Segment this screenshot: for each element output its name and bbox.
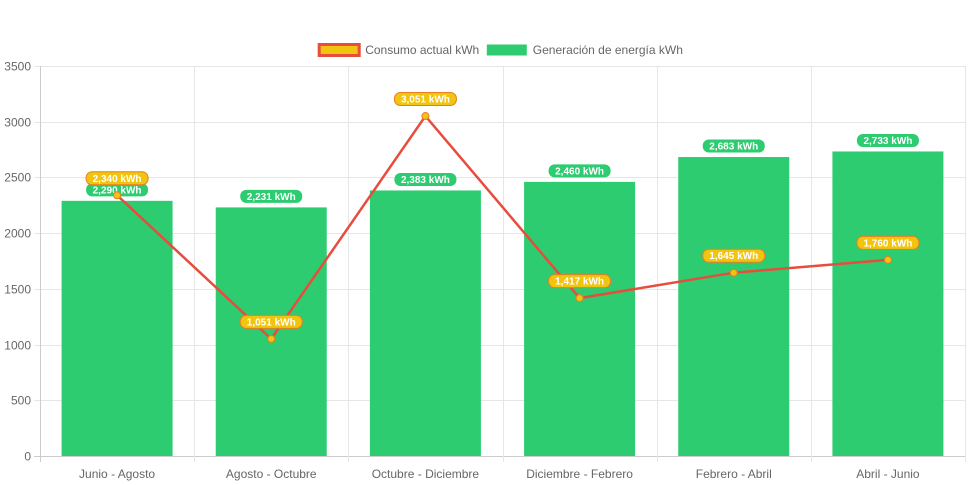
line-value-label-bg (239, 314, 303, 329)
y-tick-label: 3000 (4, 116, 31, 130)
x-tick-label: Febrero - Abril (696, 467, 772, 481)
line-value-label: 2,340 kWh (85, 171, 149, 186)
bar-value-label: 2,383 kWh (394, 172, 457, 186)
line-point (575, 294, 584, 303)
line-value-label-bg (393, 92, 457, 107)
bar-value-label-bg (240, 189, 303, 203)
bar-value-label: 2,683 kWh (702, 139, 765, 153)
line-value-label: 1,417 kWh (548, 274, 612, 289)
x-tick-label: Diciembre - Febrero (526, 467, 633, 481)
bar-value-label-bg (394, 172, 457, 186)
grid (34, 66, 966, 462)
bar-value-label-bg (702, 139, 765, 153)
bar (524, 181, 636, 456)
line-value-label-text: 2,340 kWh (93, 174, 142, 185)
generation-labels: 2,290 kWh 2,231 kWh 2,383 kWh 2,460 kWh 2,68… (86, 133, 919, 203)
line-value-label-text: 1,645 kWh (709, 251, 758, 262)
line-value-label: 1,645 kWh (702, 248, 766, 263)
x-axis: Junio - Agosto Agosto - Octubre Octubre - … (79, 467, 920, 481)
line-value-label-text: 1,417 kWh (555, 277, 604, 288)
bar-value-label-text: 2,231 kWh (247, 192, 296, 203)
line-value-label: 3,051 kWh (393, 92, 457, 107)
line-point (883, 255, 892, 264)
line-point (267, 334, 276, 343)
y-tick-label: 2000 (4, 227, 31, 241)
line-value-label: 1,051 kWh (239, 314, 303, 329)
line-point (421, 112, 430, 121)
bar-value-label-text: 2,733 kWh (863, 136, 912, 147)
bar-value-label-bg (856, 133, 919, 147)
line-value-label-bg (702, 248, 766, 263)
legend-swatch (317, 43, 361, 57)
line-point (113, 191, 122, 200)
line-value-label-bg (856, 235, 920, 250)
legend-item[interactable]: Generación de energía kWh (486, 43, 683, 57)
bar (678, 157, 790, 456)
legend-label: Consumo actual kWh (365, 43, 479, 57)
x-tick-label: Junio - Agosto (79, 467, 155, 481)
bar-value-label: 2,290 kWh (86, 183, 149, 197)
bar-value-label-text: 2,383 kWh (401, 175, 450, 186)
bar-value-label-bg (86, 183, 149, 197)
legend-label: Generación de energía kWh (533, 43, 683, 57)
line-value-label-text: 3,051 kWh (401, 95, 450, 106)
y-tick-label: 500 (11, 394, 31, 408)
bar (369, 190, 481, 457)
y-tick-label: 1500 (4, 283, 31, 297)
y-axis: 0 500 1000 1500 2000 2500 3000 3500 (4, 60, 31, 464)
bar (61, 200, 173, 456)
bar-value-label: 2,733 kWh (856, 133, 919, 147)
bar-value-label-text: 2,683 kWh (709, 142, 758, 153)
x-tick-label: Agosto - Octubre (226, 467, 317, 481)
y-tick-label: 0 (24, 450, 31, 464)
y-tick-label: 3500 (4, 60, 31, 74)
line-value-label-bg (548, 274, 612, 289)
bar-value-label-text: 2,460 kWh (555, 166, 604, 177)
x-tick-label: Octubre - Diciembre (372, 467, 480, 481)
line-value-label-bg (85, 171, 149, 186)
y-tick-label: 2500 (4, 171, 31, 185)
bar-value-label: 2,231 kWh (240, 189, 303, 203)
line-point (729, 268, 738, 277)
bar-value-label: 2,460 kWh (548, 164, 611, 178)
generation-bars (61, 151, 944, 457)
y-tick-label: 1000 (4, 339, 31, 353)
bar-value-label-text: 2,290 kWh (93, 185, 142, 196)
line-value-label: 1,760 kWh (856, 235, 920, 250)
bar-value-label-bg (548, 164, 611, 178)
bar (215, 207, 327, 456)
legend-item[interactable]: Consumo actual kWh (317, 43, 479, 57)
line-value-label-text: 1,760 kWh (863, 238, 912, 249)
x-tick-label: Abril - Junio (856, 467, 920, 481)
line-value-label-text: 1,051 kWh (247, 317, 296, 328)
consumption-labels: 2,340 kWh 1,051 kWh 3,051 kWh 1,417 kWh 1,64… (85, 92, 920, 329)
bar (832, 151, 944, 457)
legend: Consumo actual kWh Generación de energía … (317, 43, 683, 57)
legend-swatch (486, 44, 527, 56)
